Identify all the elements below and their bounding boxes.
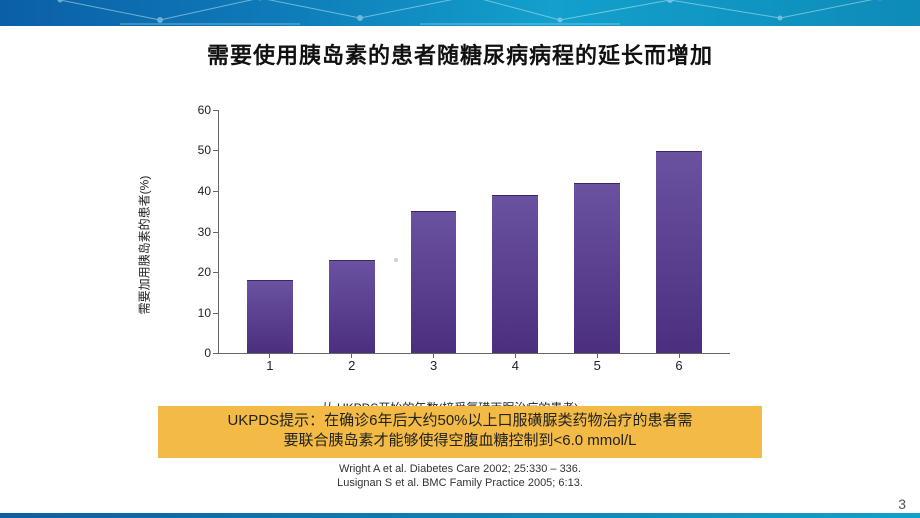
top-banner	[0, 0, 920, 26]
x-tick-label: 5	[594, 358, 601, 373]
x-tick	[433, 353, 434, 358]
page-number: 3	[898, 496, 906, 512]
y-tick	[213, 191, 219, 192]
bar	[656, 151, 702, 354]
y-tick	[213, 110, 219, 111]
y-tick	[213, 232, 219, 233]
x-tick	[679, 353, 680, 358]
bar	[574, 183, 620, 353]
bar-slot: 2	[311, 110, 393, 353]
decor-dot	[394, 258, 398, 262]
x-tick-label: 2	[348, 358, 355, 373]
bar-slot: 4	[474, 110, 556, 353]
bar-chart: 需要加用胰岛素的患者(%) 123456 0102030405060 从 UKP…	[170, 110, 730, 380]
bar	[492, 195, 538, 353]
bar-slot: 3	[393, 110, 475, 353]
banner-network-decor	[0, 0, 920, 26]
x-tick	[515, 353, 516, 358]
bar-slot: 6	[638, 110, 720, 353]
y-tick	[213, 313, 219, 314]
x-tick	[269, 353, 270, 358]
y-tick-label: 10	[185, 306, 211, 320]
x-tick-label: 4	[512, 358, 519, 373]
bars-container: 123456	[219, 110, 730, 353]
y-tick-label: 50	[185, 143, 211, 157]
x-tick-label: 6	[675, 358, 682, 373]
callout-line2: 要联合胰岛素才能够使得空腹血糖控制到<6.0 mmol/L	[284, 432, 637, 449]
y-tick-label: 60	[185, 103, 211, 117]
y-tick-label: 0	[185, 346, 211, 360]
y-tick	[213, 272, 219, 273]
bar	[329, 260, 375, 353]
x-tick-label: 3	[430, 358, 437, 373]
bar	[411, 211, 457, 353]
y-axis-label: 需要加用胰岛素的患者(%)	[136, 176, 153, 315]
slide-title: 需要使用胰岛素的患者随糖尿病病程的延长而增加	[0, 38, 920, 70]
x-tick-label: 1	[266, 358, 273, 373]
y-tick-label: 20	[185, 265, 211, 279]
bar-slot: 5	[556, 110, 638, 353]
y-tick-label: 30	[185, 225, 211, 239]
references: Wright A et al. Diabetes Care 2002; 25:3…	[0, 462, 920, 491]
plot-area: 123456 0102030405060	[218, 110, 730, 354]
y-tick	[213, 150, 219, 151]
y-tick-label: 40	[185, 184, 211, 198]
callout-box: UKPDS提示：在确诊6年后大约50%以上口服磺脲类药物治疗的患者需 要联合胰岛…	[158, 406, 762, 458]
ref-line2: Lusignan S et al. BMC Family Practice 20…	[337, 477, 583, 489]
bar	[247, 280, 293, 353]
x-tick	[351, 353, 352, 358]
y-tick	[213, 353, 219, 354]
bar-slot: 1	[229, 110, 311, 353]
ref-line1: Wright A et al. Diabetes Care 2002; 25:3…	[339, 463, 581, 475]
x-tick	[597, 353, 598, 358]
bottom-stripe	[0, 513, 920, 518]
callout-line1: UKPDS提示：在确诊6年后大约50%以上口服磺脲类药物治疗的患者需	[227, 412, 692, 429]
